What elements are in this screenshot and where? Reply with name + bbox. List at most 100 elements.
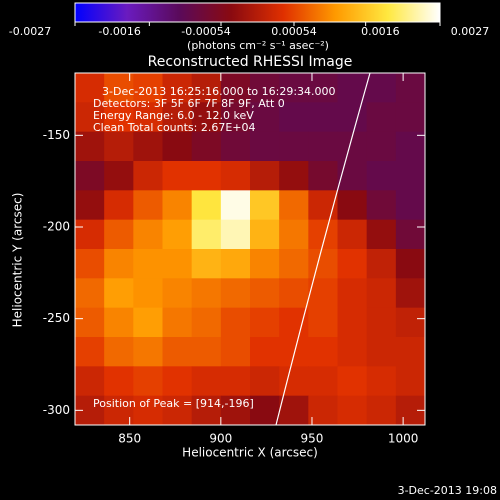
heatmap-cell	[133, 366, 163, 397]
heatmap-cell	[162, 131, 193, 162]
heatmap-cell	[279, 73, 309, 103]
heatmap-cell	[75, 337, 105, 367]
heatmap-cell	[191, 249, 222, 279]
heatmap-cell	[191, 131, 222, 162]
heatmap-cell	[337, 73, 368, 103]
colorbar-tick-label: 0.0027	[451, 25, 490, 38]
annotation: 3-Dec-2013 16:25:16.000 to 16:29:34.000	[102, 85, 336, 98]
heatmap-cell	[337, 190, 368, 221]
y-tick-label: -150	[43, 128, 70, 142]
heatmap-cell	[366, 219, 397, 250]
heatmap-cell	[395, 131, 426, 162]
heatmap-cell	[162, 190, 193, 221]
heatmap-cell	[395, 366, 426, 397]
heatmap-cell	[366, 161, 397, 191]
heatmap-cell	[395, 249, 426, 279]
y-tick-label: -250	[43, 311, 70, 325]
plot-frame	[74, 72, 426, 426]
heatmap-cell	[75, 249, 105, 279]
heatmap-cell	[250, 190, 280, 221]
heatmap-cell	[104, 366, 134, 397]
heatmap-cell	[75, 102, 105, 133]
heatmap-cell	[162, 219, 193, 250]
heatmap-cell	[220, 102, 251, 133]
heatmap-cell	[75, 307, 105, 338]
heatmap-cell	[75, 131, 105, 162]
heatmap-cell	[104, 395, 134, 426]
heatmap-cell	[133, 307, 163, 338]
heatmap-cell	[133, 73, 163, 103]
heatmap-cell	[366, 190, 397, 221]
heatmap-cell	[308, 366, 338, 397]
heatmap-cell	[250, 366, 280, 397]
x-tick-label: 1000	[388, 432, 419, 446]
heatmap-cell	[366, 102, 397, 133]
heatmap-cell	[104, 278, 134, 309]
heatmap-cell	[308, 161, 338, 191]
heatmap-cell	[308, 278, 338, 309]
heatmap-cell	[220, 131, 251, 162]
heatmap-cell	[366, 131, 397, 162]
heatmap-cell	[162, 307, 193, 338]
heatmap-cell	[75, 278, 105, 309]
heatmap-cell	[366, 249, 397, 279]
heatmap-cell	[279, 307, 309, 338]
heatmap-cell	[191, 395, 222, 426]
heatmap-cell	[279, 102, 309, 133]
heatmap-cell	[366, 307, 397, 338]
y-tick-label: -200	[43, 220, 70, 234]
heatmap-cell	[162, 337, 193, 367]
heatmap-cell	[250, 161, 280, 191]
heatmap-cell	[250, 337, 280, 367]
heatmap-cell	[191, 190, 222, 221]
colorbar-tick-label: 0.00054	[271, 25, 317, 38]
heatmap-cell	[337, 395, 368, 426]
heatmap-cell	[133, 278, 163, 309]
heatmap-cell	[75, 73, 105, 103]
heatmap-cell	[133, 219, 163, 250]
heatmap-cell	[366, 278, 397, 309]
annotation: Energy Range: 6.0 - 12.0 keV	[93, 109, 254, 122]
heatmap-cell	[104, 219, 134, 250]
heatmap-cell	[75, 366, 105, 397]
heatmap-cell	[279, 131, 309, 162]
colorbar-tick-label: -0.0016	[98, 25, 140, 38]
heatmap-cell	[308, 307, 338, 338]
x-axis-label: Heliocentric X (arcsec)	[182, 446, 318, 460]
colorbar-tick-label: -0.0027	[9, 25, 51, 38]
heatmap-cell	[133, 131, 163, 162]
heatmap-cell	[220, 278, 251, 309]
heatmap-cell	[104, 337, 134, 367]
heatmap-cell	[337, 161, 368, 191]
heatmap-cell	[337, 249, 368, 279]
heatmap-cell	[395, 307, 426, 338]
heatmap-cell	[104, 102, 134, 133]
heatmap-cell	[395, 219, 426, 250]
heatmap-cell	[162, 161, 193, 191]
heatmap-cell	[133, 337, 163, 367]
heatmap-cell	[220, 307, 251, 338]
heatmap-cell	[162, 73, 193, 103]
heatmap-cell	[337, 337, 368, 367]
peak-label: Position of Peak = [914,-196]	[93, 397, 254, 410]
heatmap-cell	[308, 249, 338, 279]
heatmap-cell	[250, 73, 280, 103]
colorbar-tick-label: -0.00054	[181, 25, 230, 38]
heatmap	[75, 73, 426, 426]
heatmap-cell	[104, 161, 134, 191]
heatmap-cell	[220, 249, 251, 279]
heatmap-cell	[308, 73, 338, 103]
heatmap-cell	[104, 249, 134, 279]
heatmap-cell	[191, 161, 222, 191]
heatmap-cell	[279, 395, 309, 426]
heatmap-cell	[279, 366, 309, 397]
heatmap-cell	[337, 102, 368, 133]
heatmap-cell	[395, 161, 426, 191]
heatmap-cell	[220, 366, 251, 397]
x-tick-label: 950	[301, 432, 324, 446]
heatmap-cell	[162, 249, 193, 279]
heatmap-cell	[75, 161, 105, 191]
solar-limb	[275, 72, 371, 426]
heatmap-cell	[308, 337, 338, 367]
